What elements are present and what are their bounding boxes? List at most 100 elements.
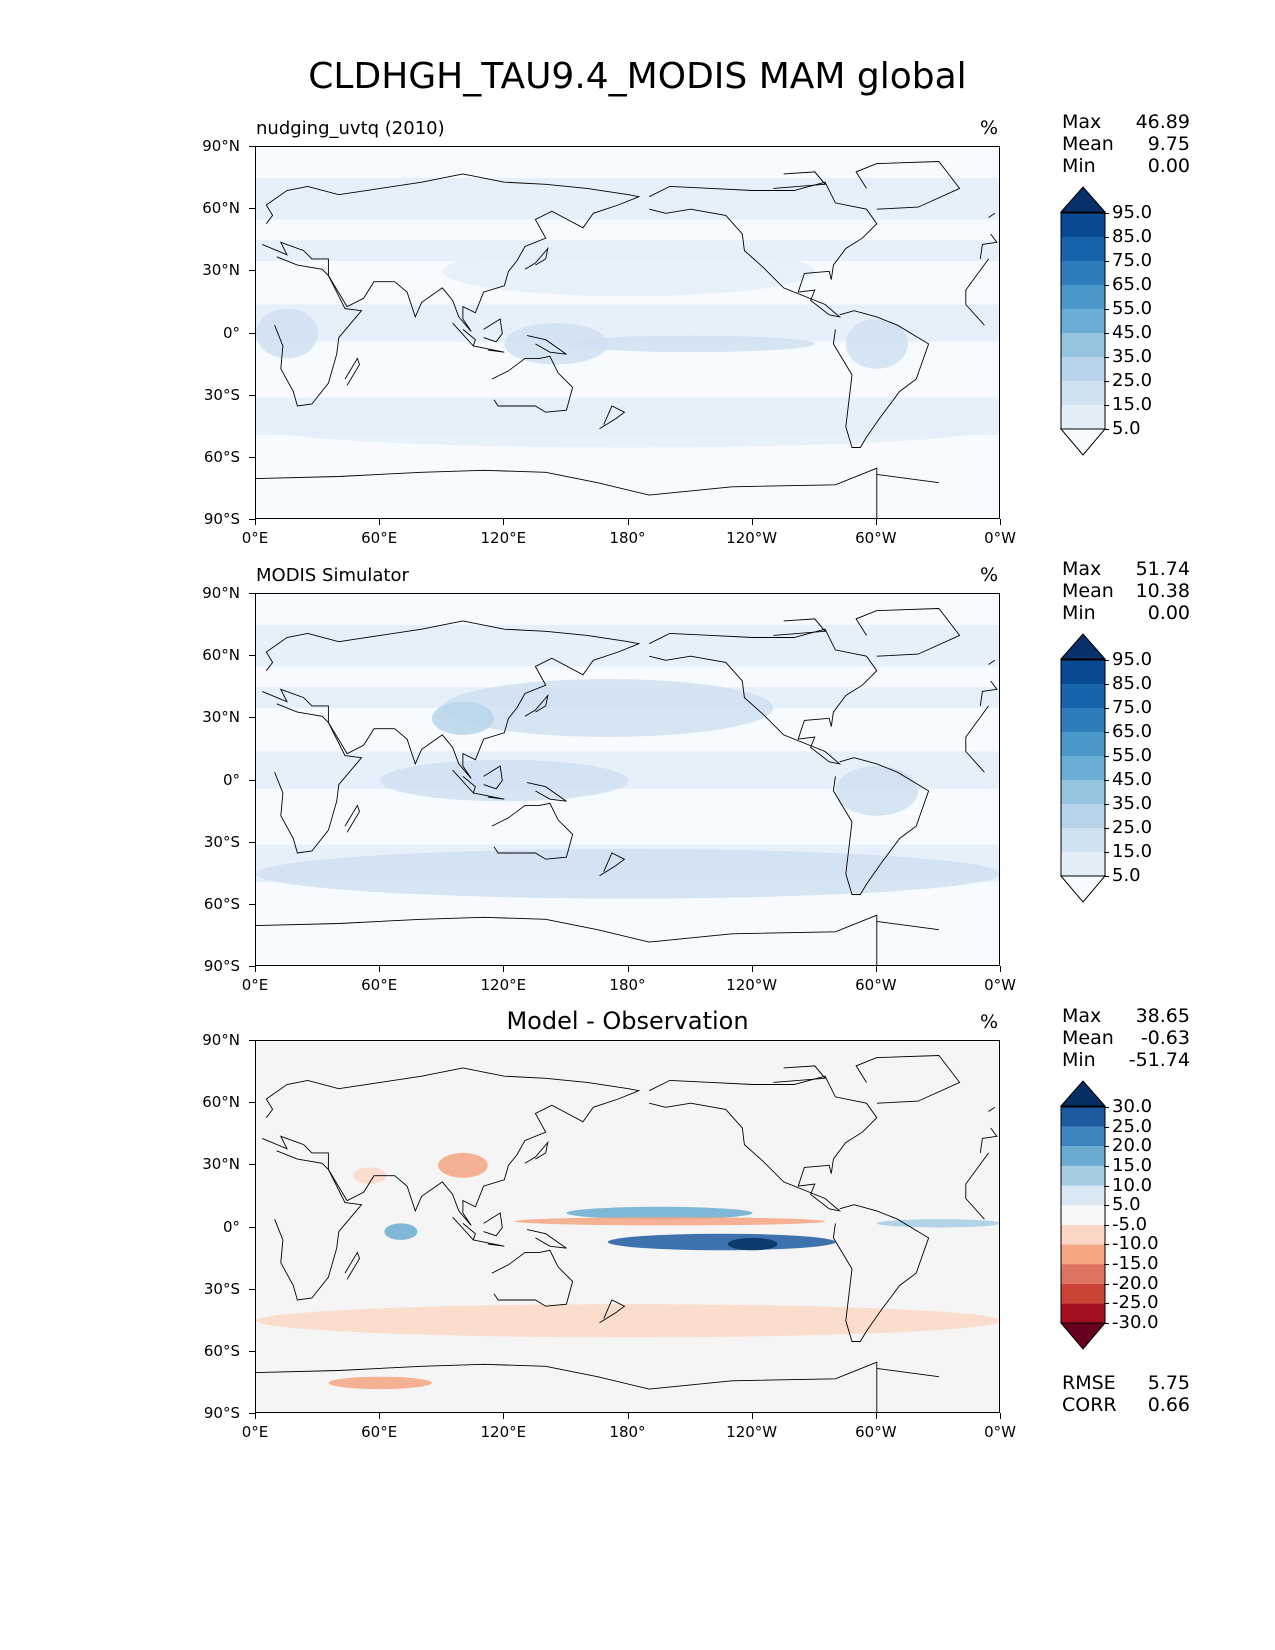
x-tick-label: 120°W: [726, 1423, 778, 1441]
colorbar-tick: [1104, 285, 1109, 286]
colorbar-tick: [1104, 405, 1109, 406]
stat-label: RMSE: [1062, 1372, 1116, 1394]
colorbar-segment: [1061, 357, 1105, 381]
colorbar-extend-max: [1059, 633, 1107, 660]
colorbar-segment: [1061, 756, 1105, 780]
coastline-path: [491, 1249, 574, 1307]
coastline-path: [988, 1106, 996, 1112]
stat-value: -0.63: [1140, 1027, 1190, 1049]
colorbar-label: 15.0: [1112, 1154, 1153, 1176]
field-feature: [876, 1219, 999, 1228]
colorbar-segment: [1061, 285, 1105, 309]
colorbar-label: 35.0: [1112, 793, 1153, 814]
stat-value: 51.74: [1135, 558, 1190, 580]
stat-row: RMSE 5.75: [1062, 1372, 1190, 1394]
y-tick-mark: [249, 270, 255, 272]
field-feature: [353, 1167, 387, 1184]
colorbar-tick: [1104, 357, 1109, 358]
colorbar-tick: [1104, 780, 1109, 781]
coastline-path: [483, 765, 503, 790]
coastline-path: [527, 1229, 567, 1249]
x-tick-mark: [255, 966, 256, 972]
y-tick-mark: [249, 966, 255, 967]
colorbar-tick: [1104, 876, 1109, 877]
coastline-path: [599, 852, 626, 877]
coastline-path: [452, 1216, 476, 1241]
colorbar-segment: [1061, 309, 1105, 333]
x-tick-label: 60°W: [855, 529, 897, 547]
colorbar-label: 85.0: [1112, 226, 1153, 247]
units-label: %: [980, 117, 999, 139]
colorbar-segment: [1061, 405, 1105, 429]
y-tick-mark: [249, 208, 255, 210]
colorbar-label: -25.0: [1112, 1292, 1159, 1314]
x-tick-mark: [627, 966, 629, 972]
colorbar-tick: [1104, 708, 1109, 709]
panel-title: MODIS Simulator: [256, 565, 409, 586]
colorbar-segment: [1061, 213, 1105, 237]
stat-row: Max 46.89: [1062, 111, 1190, 133]
coastline-path: [855, 1055, 961, 1104]
x-tick-mark: [1000, 1413, 1001, 1419]
colorbar-label: 65.0: [1112, 274, 1153, 295]
colorbar-tick: [1104, 381, 1109, 382]
colorbar-label: 15.0: [1112, 394, 1153, 415]
stat-label: Min: [1062, 155, 1096, 177]
y-tick-label: 90°S: [203, 957, 240, 975]
coastline-path: [256, 467, 939, 518]
colorbar-tick: [1104, 237, 1109, 238]
units-label: %: [980, 564, 999, 586]
y-tick-label: 0°: [222, 323, 240, 342]
colorbar-segment: [1061, 1303, 1105, 1323]
y-tick-label: 30°N: [202, 261, 240, 280]
colorbar-extend-max: [1059, 1080, 1107, 1107]
colorbar-label: 75.0: [1112, 697, 1153, 718]
coastline-path: [274, 256, 989, 407]
stat-value: 0.66: [1147, 1394, 1190, 1416]
y-tick-mark: [249, 593, 255, 594]
x-tick-label: 60°E: [361, 1423, 398, 1441]
colorbar-segment: [1061, 1205, 1105, 1225]
colorbar-tick: [1104, 261, 1109, 262]
y-tick-label: 90°N: [202, 584, 240, 602]
coastline-path: [773, 618, 827, 636]
field-features: [256, 1152, 999, 1390]
y-tick-mark: [249, 1226, 255, 1228]
x-tick-mark: [503, 519, 505, 525]
field-feature: [256, 848, 999, 899]
colorbar-segment: [1061, 261, 1105, 285]
y-tick-mark: [249, 519, 255, 520]
colorbar-label: 25.0: [1112, 1115, 1153, 1137]
coastline-path: [274, 703, 989, 854]
coastline-path: [773, 171, 827, 189]
stats-block: Max 51.74 Mean 10.38 Min 0.00: [1062, 558, 1190, 624]
y-tick-label: 30°S: [203, 832, 240, 851]
coastline-path: [262, 620, 998, 779]
colorbar-segment: [1061, 828, 1105, 852]
colorbar-extend-max: [1059, 186, 1107, 213]
field-feature: [845, 318, 908, 369]
colorbar-segment: [1061, 732, 1105, 756]
stat-row: Min 0.00: [1062, 155, 1190, 177]
x-tick-mark: [379, 966, 381, 972]
y-tick-label: 30°N: [202, 708, 240, 727]
colorbar-segment: [1061, 1283, 1105, 1304]
y-tick-mark: [249, 1350, 255, 1352]
coastline-path: [832, 310, 930, 448]
coastline-path: [773, 1065, 827, 1083]
colorbar-segment: [1061, 1107, 1105, 1127]
field-feature: [504, 323, 608, 365]
coastline-path: [491, 802, 574, 860]
x-tick-mark: [1000, 966, 1001, 972]
figure-title: CLDHGH_TAU9.4_MODIS MAM global: [308, 56, 967, 97]
coastline-path: [599, 405, 626, 430]
colorbar-label: 45.0: [1112, 322, 1153, 343]
colorbar-label: 5.0: [1112, 418, 1141, 439]
colorbar-tick: [1104, 1107, 1109, 1108]
coastlines: [256, 1055, 998, 1412]
stat-value: 46.89: [1135, 111, 1190, 133]
colorbar-tick: [1104, 1264, 1109, 1266]
colorbar-tick: [1104, 1323, 1109, 1324]
field-feature: [607, 1233, 836, 1251]
colorbar-label: 95.0: [1112, 202, 1153, 223]
